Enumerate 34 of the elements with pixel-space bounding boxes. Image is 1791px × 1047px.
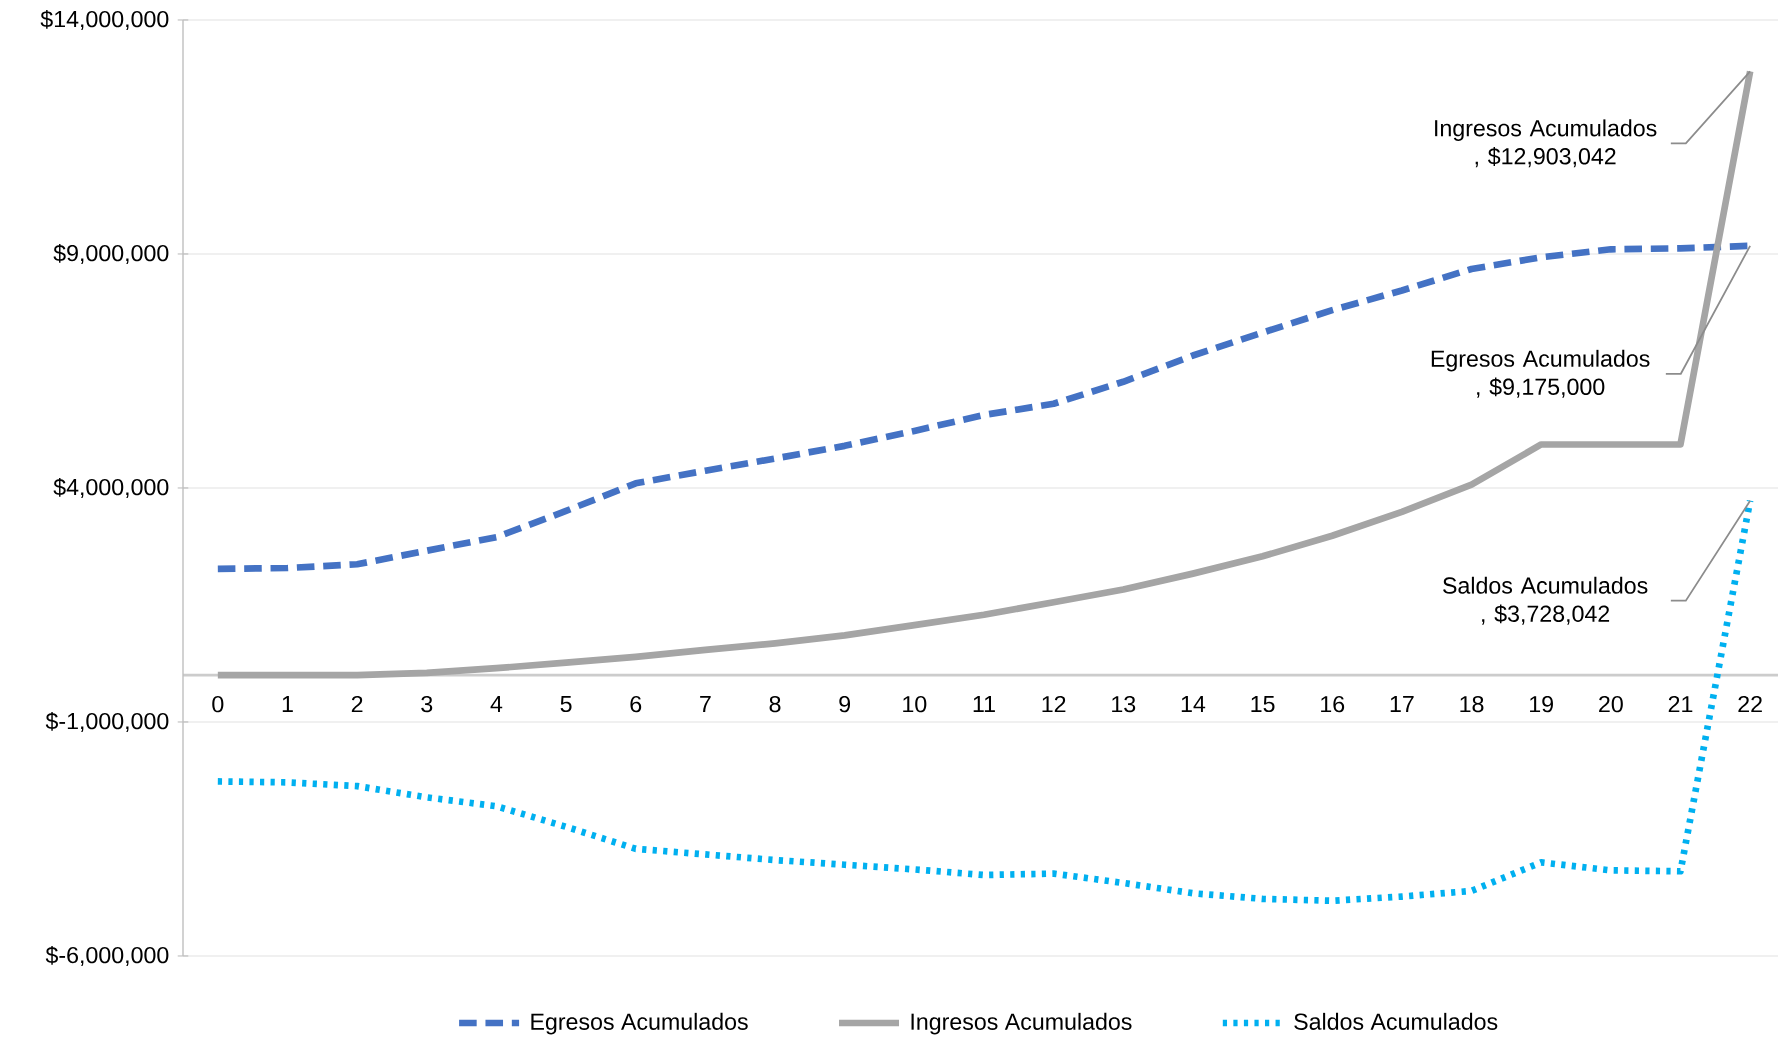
x-tick-label: 18 [1460, 695, 1484, 713]
x-tick-label: 7 [700, 695, 711, 712]
x-tick-label: 10 [903, 695, 927, 713]
y-tick-label: $4,000,000 [53, 477, 169, 498]
x-tick-label: 0 [212, 695, 224, 713]
x-tick-label: 3 [421, 695, 433, 713]
x-tick-label: 1 [282, 695, 293, 712]
annotation: Saldos Acumulados , $3,728,042 [1443, 576, 1648, 625]
x-tick-label: 4 [490, 695, 503, 712]
x-tick-label: 2 [351, 695, 363, 713]
x-tick-label: 19 [1530, 695, 1553, 713]
x-tick-label: 20 [1599, 695, 1623, 713]
y-tick-label: $-1,000,000 [45, 711, 169, 732]
y-tick-label: $14,000,000 [40, 9, 169, 30]
x-tick-label: 15 [1251, 695, 1275, 712]
annotation: Egresos Acumulados , $9,175,000 [1431, 349, 1650, 398]
legend-label: Saldos Acumulados [1294, 1012, 1498, 1030]
x-tick-label: 5 [560, 695, 572, 712]
legend-label: Egresos Acumulados [531, 1012, 748, 1035]
y-tick-label: $9,000,000 [53, 243, 169, 264]
annotation: Ingresos Acumulados , $12,903,042 [1435, 119, 1657, 168]
x-tick-label: 6 [630, 695, 642, 713]
x-tick-label: 22 [1738, 695, 1762, 713]
y-tick-label: $-6,000,000 [45, 945, 169, 966]
x-tick-label: 9 [839, 695, 851, 713]
x-tick-label: 14 [1181, 695, 1206, 712]
legend-label: Ingresos Acumulados [911, 1012, 1132, 1035]
x-tick-label: 8 [769, 695, 781, 713]
x-tick-label: 11 [973, 695, 995, 712]
x-tick-label: 17 [1390, 695, 1414, 712]
x-tick-label: 21 [1668, 695, 1693, 713]
x-tick-label: 12 [1042, 695, 1066, 713]
x-tick-label: 16 [1321, 695, 1345, 713]
x-tick-label: 13 [1112, 695, 1136, 713]
